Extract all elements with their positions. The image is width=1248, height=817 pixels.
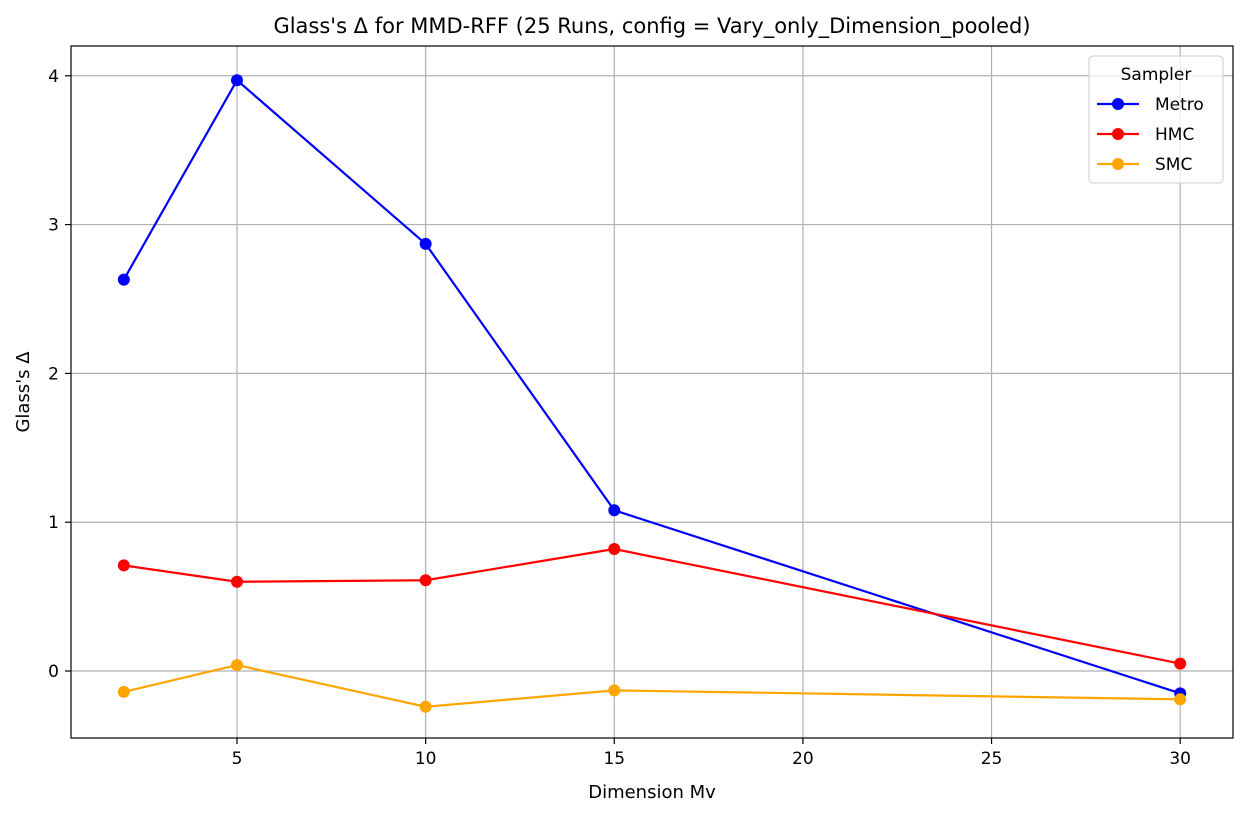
y-tick-label: 0 [48,662,59,682]
data-point-hmc [419,574,432,587]
data-point-smc [231,659,243,672]
legend-label-smc: SMC [1155,155,1192,175]
x-tick-label: 20 [792,749,814,769]
y-axis-label: Glass's Δ [13,351,34,433]
y-tick-label: 3 [48,216,59,236]
data-point-hmc [608,543,621,556]
data-point-hmc [231,575,243,588]
data-point-smc [1174,693,1187,706]
data-point-smc [608,684,621,697]
x-tick-label: 25 [981,749,1003,769]
legend-title: Sampler [1121,65,1192,85]
y-tick-label: 4 [48,67,59,87]
legend-label-hmc: HMC [1155,125,1194,145]
x-tick-label: 30 [1169,749,1191,769]
y-tick-label: 2 [48,364,59,384]
data-point-metro [231,74,243,87]
data-point-metro [117,273,130,286]
data-point-smc [419,700,432,713]
legend-marker-metro [1112,98,1124,110]
axis-ticks: 5 10 15 20 25 30 0 1 2 3 4 [48,67,1191,769]
data-point-metro [608,504,621,517]
chart-title: Glass's Δ for MMD-RFF (25 Runs, config =… [273,14,1030,39]
x-tick-label: 5 [232,749,243,769]
x-axis-label: Dimension Mv [588,782,716,803]
legend-marker-smc [1112,158,1124,170]
data-point-metro [419,237,432,250]
data-point-smc [117,685,130,698]
x-tick-label: 10 [415,749,437,769]
data-point-hmc [117,559,130,572]
legend-marker-hmc [1112,128,1124,140]
x-tick-label: 15 [603,749,625,769]
plot-area-frame [70,45,1234,739]
legend-label-metro: Metro [1155,95,1204,115]
data-point-hmc [1174,657,1187,670]
legend-box [1088,55,1224,184]
y-tick-label: 1 [48,513,59,533]
legend: Sampler Metro HMC SMC [1088,55,1224,184]
series-layer [117,74,1187,713]
